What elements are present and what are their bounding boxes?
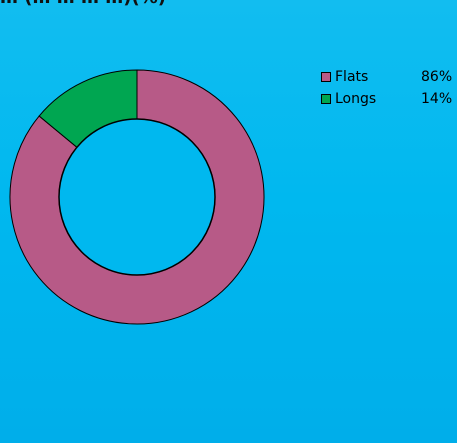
legend-swatch-longs bbox=[321, 94, 331, 104]
donut-slices bbox=[9, 69, 265, 325]
legend-label-longs: Longs bbox=[335, 91, 377, 107]
donut-hole bbox=[58, 118, 216, 276]
legend-item-longs: Longs 14% bbox=[321, 88, 457, 110]
legend-value-flats: 86% bbox=[421, 69, 453, 85]
legend: Flats 86% Longs 14% bbox=[321, 66, 457, 110]
legend-item-flats: Flats 86% bbox=[321, 66, 457, 88]
legend-value-longs: 14% bbox=[421, 91, 453, 107]
legend-swatch-flats bbox=[321, 72, 331, 82]
chart-title: … (… … … …)(%) bbox=[0, 0, 166, 8]
legend-label-flats: Flats bbox=[335, 69, 369, 85]
